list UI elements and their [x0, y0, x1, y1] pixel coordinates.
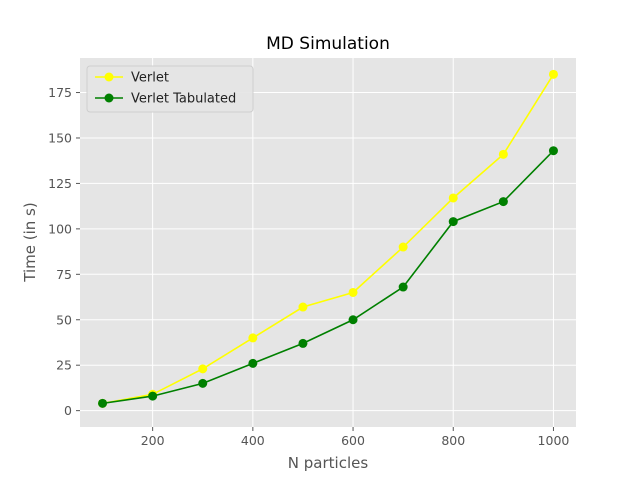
y-tick-label: 75: [56, 267, 72, 282]
plot-area: [80, 58, 576, 427]
chart-title: MD Simulation: [266, 34, 390, 54]
x-axis-label: N particles: [288, 454, 369, 472]
series-1-point: [398, 242, 408, 252]
grid: [80, 58, 576, 427]
series-1-point: [248, 333, 258, 343]
series-2-point: [198, 378, 208, 388]
series-1-point: [548, 69, 558, 79]
y-tick-label: 25: [56, 358, 72, 373]
legend: Verlet Verlet Tabulated: [86, 65, 254, 113]
series-2-point: [398, 282, 408, 292]
y-axis-ticks: 0 25 50 75 100 125 150 175: [48, 85, 80, 418]
legend-marker: [104, 93, 114, 103]
series-layer: [98, 69, 558, 408]
series-1-point: [498, 149, 508, 159]
x-axis-ticks: 200 400 600 800 1000: [141, 427, 570, 448]
y-tick-label: 125: [48, 176, 72, 191]
y-tick-label: 175: [48, 85, 72, 100]
series-1-point: [198, 364, 208, 374]
legend-label: Verlet Tabulated: [131, 92, 236, 107]
legend-marker: [104, 72, 114, 82]
x-tick-label: 400: [241, 433, 265, 448]
series-line-1: [102, 73, 555, 405]
series-2-point: [298, 338, 308, 348]
legend-box: [86, 65, 254, 113]
series-2-point: [498, 197, 508, 207]
y-tick-label: 150: [48, 130, 72, 145]
series-2-point: [348, 315, 358, 325]
series-1-point: [448, 193, 458, 203]
x-tick-label: 800: [441, 433, 465, 448]
series-2-point: [548, 146, 558, 156]
series-line-2: [102, 150, 555, 405]
y-tick-label: 50: [56, 312, 72, 327]
y-tick-label: 0: [64, 403, 72, 418]
y-tick-label: 100: [48, 221, 72, 236]
series-2-point: [448, 217, 458, 227]
series-1-point: [348, 287, 358, 297]
x-tick-label: 200: [141, 433, 165, 448]
series-2-point: [248, 358, 258, 368]
x-tick-label: 600: [341, 433, 365, 448]
series-2-point: [98, 398, 108, 408]
series-1-point: [298, 302, 308, 312]
legend-label: Verlet: [131, 71, 169, 86]
y-axis-label: Time (in s): [21, 202, 39, 282]
x-tick-label: 1000: [538, 433, 570, 448]
series-2-point: [148, 391, 158, 401]
